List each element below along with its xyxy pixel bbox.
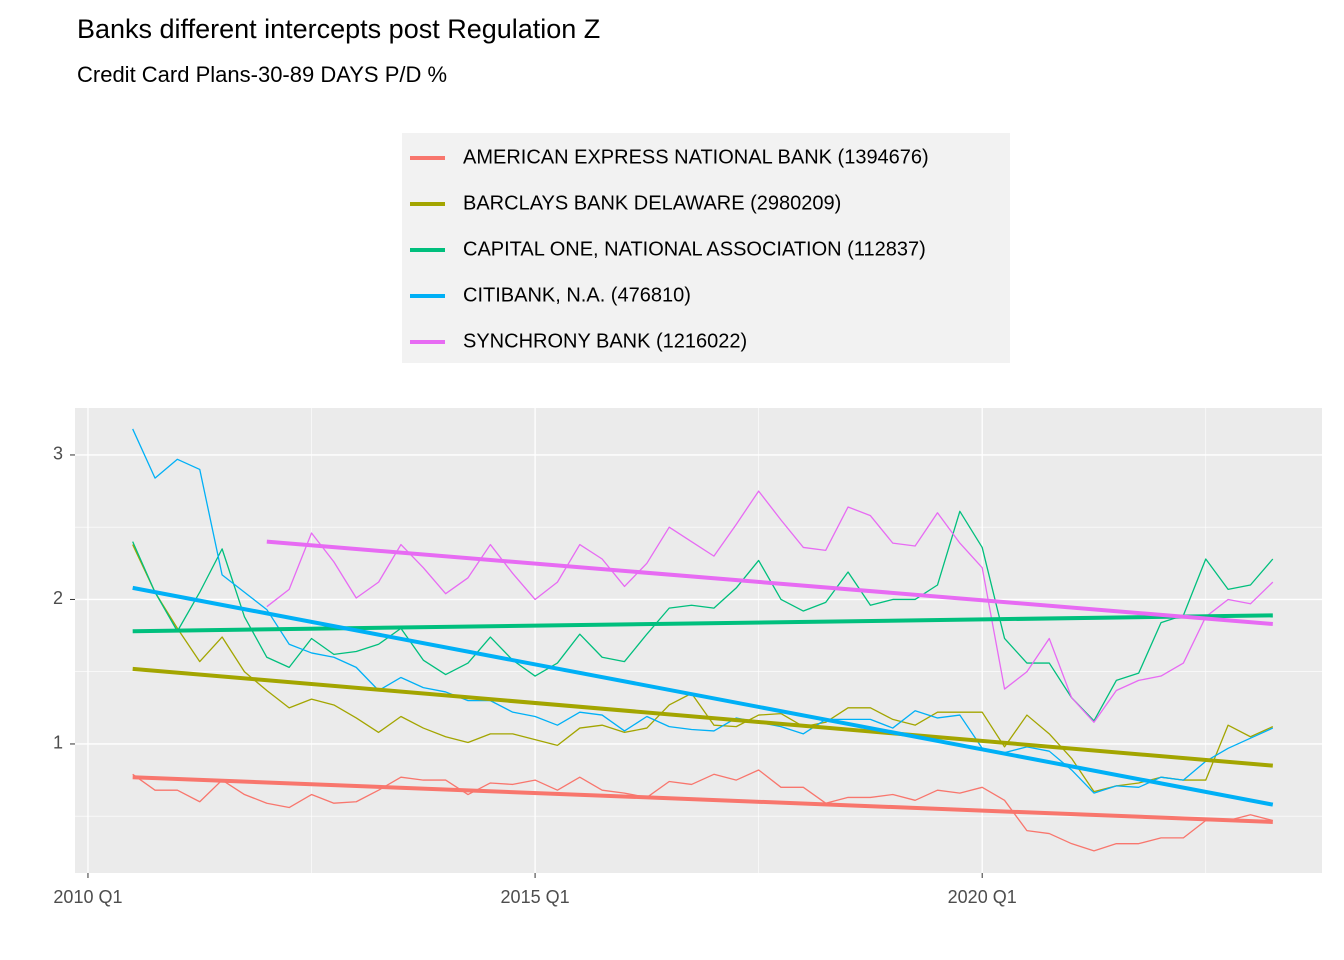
- x-tick-label: 2015 Q1: [501, 887, 570, 907]
- data-line: [132, 769, 1273, 852]
- y-tick-label: 2: [53, 588, 63, 608]
- legend-box: [402, 133, 1010, 363]
- trend-line: [132, 585, 1274, 807]
- legend-label: SYNCHRONY BANK (1216022): [463, 330, 747, 352]
- trend-line: [132, 775, 1273, 824]
- chart-subtitle: Credit Card Plans-30-89 DAYS P/D %: [77, 62, 447, 87]
- data-line: [266, 490, 1274, 723]
- y-tick-label: 3: [53, 444, 63, 464]
- trend-line: [266, 539, 1273, 627]
- x-tick-label: 2010 Q1: [53, 887, 122, 907]
- legend-label: CITIBANK, N.A. (476810): [463, 284, 691, 306]
- data-line: [132, 428, 1274, 794]
- trend-line: [132, 613, 1273, 634]
- data-line: [132, 544, 1274, 793]
- legend-label: BARCLAYS BANK DELAWARE (2980209): [463, 192, 841, 214]
- legend-label: AMERICAN EXPRESS NATIONAL BANK (1394676): [463, 146, 929, 168]
- chart-title: Banks different intercepts post Regulati…: [77, 14, 600, 44]
- plot-panel: [75, 408, 1322, 873]
- x-tick-label: 2020 Q1: [948, 887, 1017, 907]
- legend-label: CAPITAL ONE, NATIONAL ASSOCIATION (11283…: [463, 238, 926, 260]
- y-tick-label: 1: [53, 733, 63, 753]
- trend-line: [132, 666, 1273, 768]
